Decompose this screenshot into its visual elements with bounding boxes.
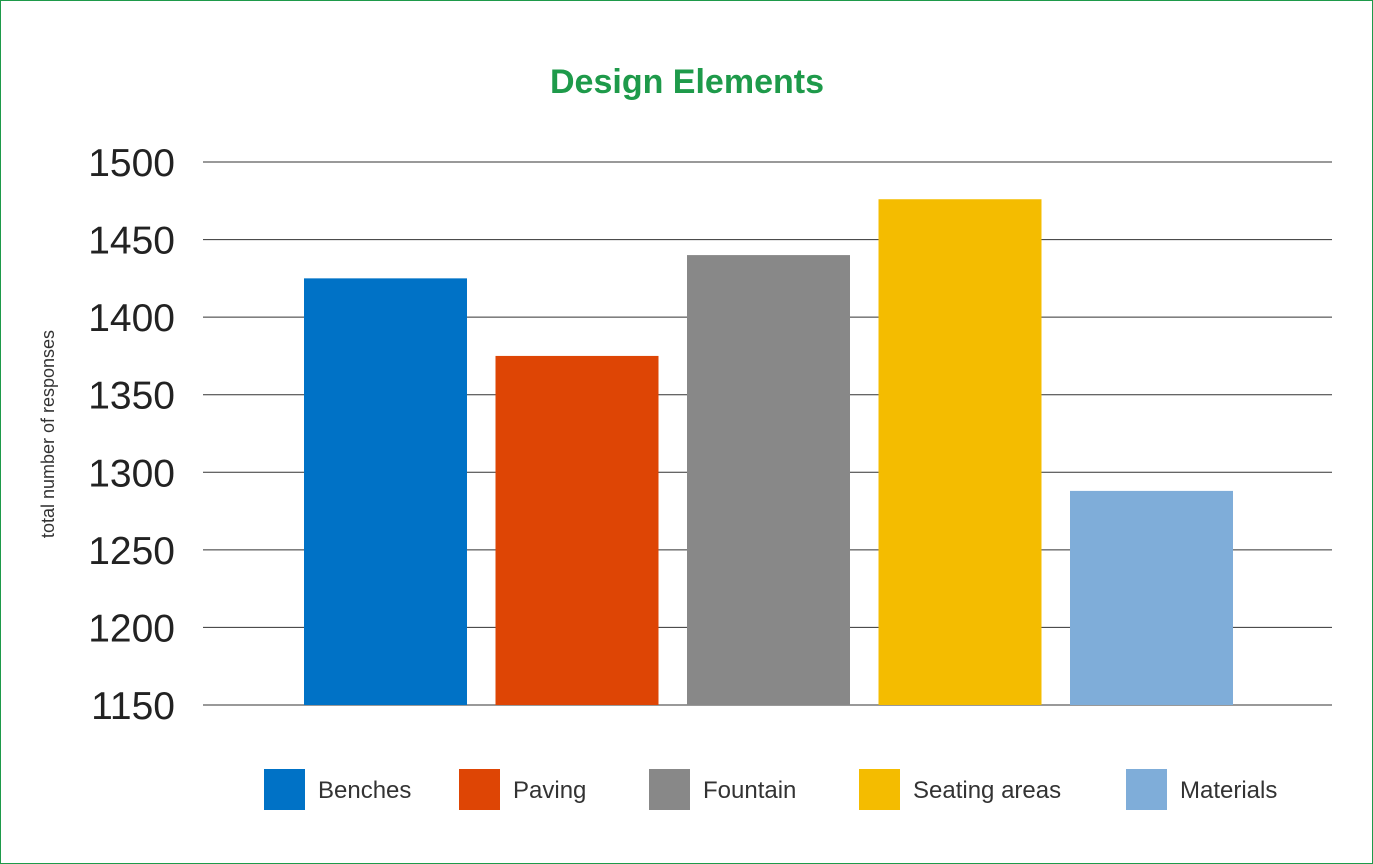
y-tick-label: 1200	[88, 607, 175, 650]
legend-swatch	[459, 769, 500, 810]
legend-label: Paving	[513, 777, 586, 804]
y-tick-label: 1350	[88, 375, 175, 418]
bar-seating-areas	[878, 199, 1042, 705]
legend-swatch	[859, 769, 900, 810]
bar-fountain	[687, 255, 850, 706]
legend-swatch	[264, 769, 305, 810]
y-tick-label: 1400	[88, 297, 175, 340]
legend: Benches Paving Fountain Seating areas Materi…	[264, 769, 1277, 810]
y-tick-label: 1450	[88, 220, 175, 263]
bar-paving	[495, 355, 659, 705]
chart-title: Design Elements	[550, 63, 824, 101]
legend-label: Benches	[318, 777, 411, 804]
y-axis-ticks: 1150 1200 1250 1300 1350 1400 1450 1500	[88, 142, 175, 728]
y-tick-label: 1250	[88, 530, 175, 573]
y-tick-label: 1500	[88, 142, 175, 185]
legend-swatch	[649, 769, 690, 810]
bar-benches	[304, 278, 467, 705]
bars	[304, 199, 1233, 706]
y-tick-label: 1300	[88, 452, 175, 495]
legend-label: Fountain	[703, 777, 796, 804]
y-tick-label: 1150	[91, 685, 175, 728]
legend-swatch	[1126, 769, 1167, 810]
legend-label: Materials	[1180, 777, 1277, 804]
y-axis-label: total number of responses	[38, 330, 58, 538]
bar-materials	[1070, 490, 1233, 705]
legend-label: Seating areas	[913, 777, 1061, 804]
